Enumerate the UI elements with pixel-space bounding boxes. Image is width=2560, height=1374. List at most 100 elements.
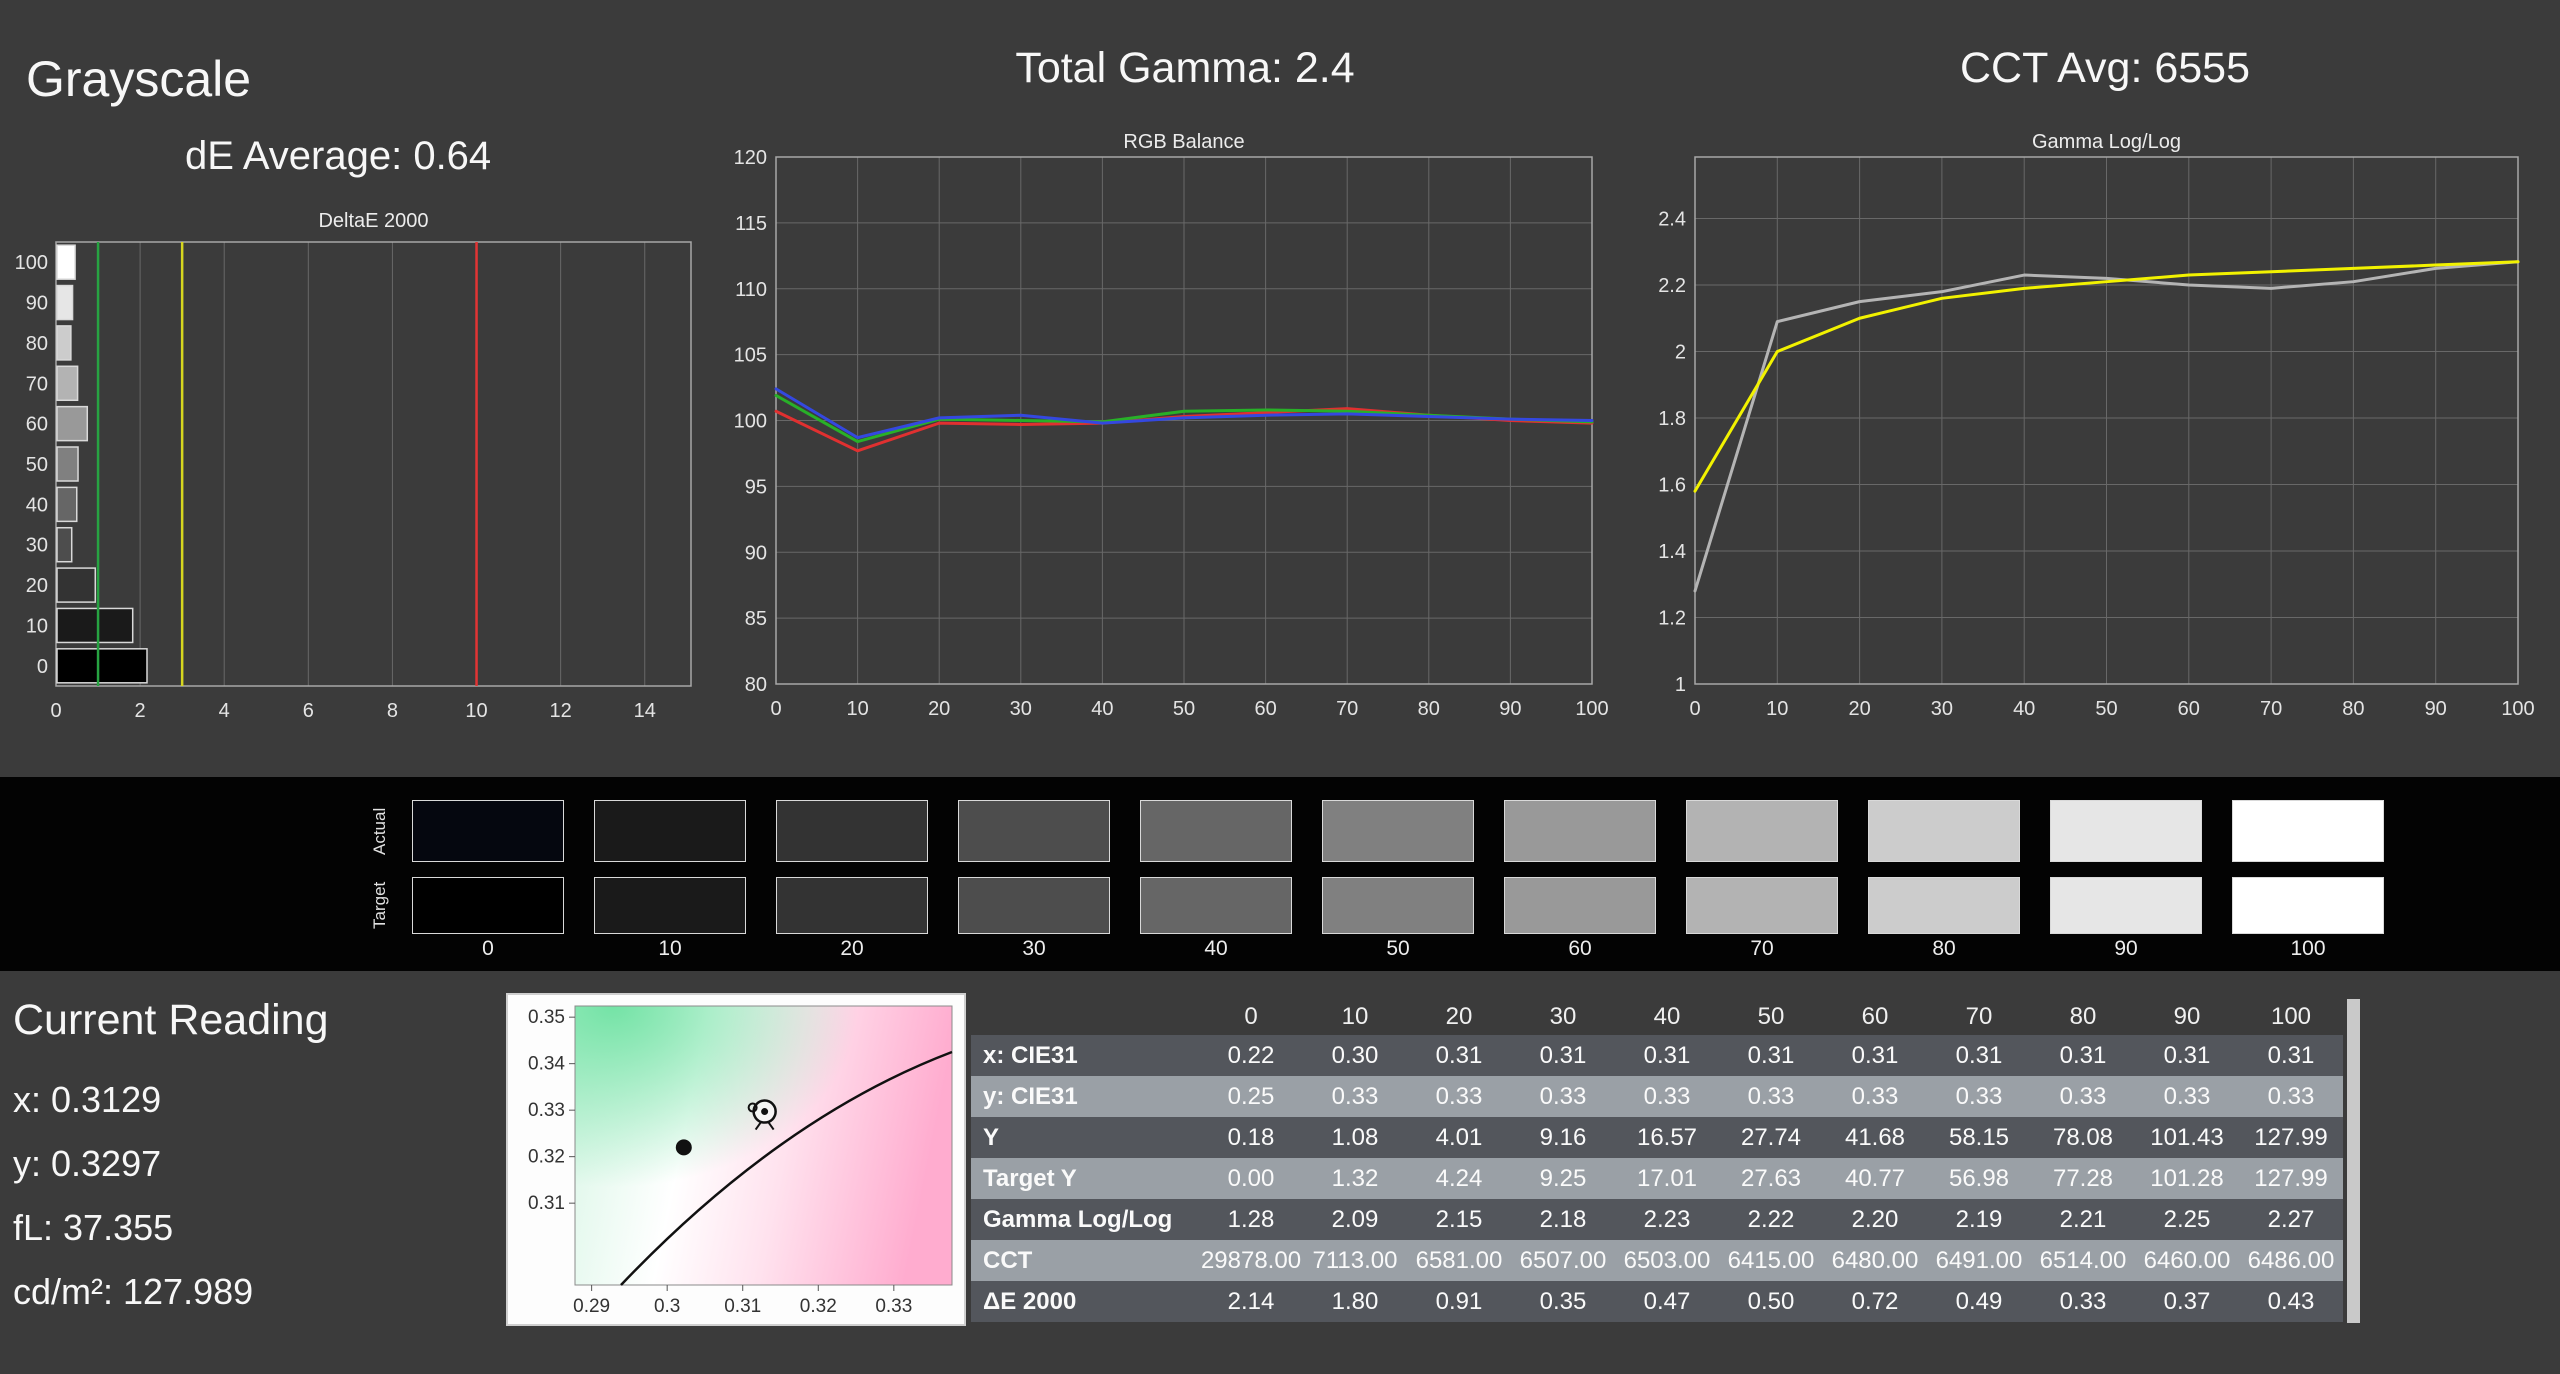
swatch-level-label: 40	[1204, 937, 1228, 960]
table-cell: 2.21	[2031, 1199, 2135, 1240]
target-swatch-30	[958, 877, 1110, 934]
table-cell: 0.31	[1823, 1035, 1927, 1076]
table-cell: 6491.00	[1927, 1240, 2031, 1281]
table-scrollbar[interactable]	[2347, 999, 2360, 1323]
swatch-level-labels: 0 10 20 30 40 50 60 70 80 90 100	[412, 937, 2384, 961]
table-row-label: ΔE 2000	[971, 1281, 1199, 1322]
table-cell: 0.31	[2031, 1035, 2135, 1076]
reading-y: y: 0.3297	[13, 1143, 162, 1184]
table-cell: 0.33	[1927, 1076, 2031, 1117]
target-row-label: Target	[370, 881, 389, 930]
deltae-bar	[56, 325, 72, 361]
table-cell: 0.91	[1407, 1281, 1511, 1322]
table-cell: 2.14	[1199, 1281, 1303, 1322]
table-cell: 0.31	[2135, 1035, 2239, 1076]
table-cell: 0.33	[1511, 1076, 1615, 1117]
table-cell: 2.09	[1303, 1199, 1407, 1240]
table-cell: 0.33	[1303, 1076, 1407, 1117]
table-cell: 6480.00	[1823, 1240, 1927, 1281]
axis-tick-label: 70	[2260, 698, 2282, 720]
deltae-bar	[56, 648, 148, 684]
actual-swatch-40	[1140, 800, 1292, 862]
axis-tick-label: 0.32	[800, 1296, 837, 1317]
table-cell: 0.47	[1615, 1281, 1719, 1322]
grayscale-swatch-band: Actual Target 0 10 20 30 40 50 60 70 80 90 100	[0, 777, 2560, 971]
table-header-cell: 100	[2270, 1003, 2312, 1030]
axis-tick-label: 2	[1675, 342, 1686, 364]
axis-tick-label: 60	[1254, 698, 1276, 720]
table-cell: 0.31	[1511, 1035, 1615, 1076]
axis-tick-label: 0.29	[573, 1296, 610, 1317]
deltae-2000-chart: 0 2 4 6 8 10 12 141009080706050403020100DeltaE …	[15, 210, 692, 722]
table-cell: 40.77	[1823, 1158, 1927, 1199]
table-cell: 6486.00	[2239, 1240, 2343, 1281]
target-swatch-20	[776, 877, 928, 934]
series-target	[1693, 260, 2520, 493]
axis-tick-label: 0	[37, 656, 48, 678]
axis-tick-label: 0.34	[528, 1054, 565, 1075]
table-cell: 0.37	[2135, 1281, 2239, 1322]
axis-tick-label: 110	[735, 279, 767, 301]
deltae-bar	[56, 284, 74, 321]
table-cell: 0.31	[1615, 1035, 1719, 1076]
axis-tick-label: 14	[634, 700, 656, 722]
table-cell: 0.31	[1407, 1035, 1511, 1076]
target-swatch-100	[2232, 877, 2384, 934]
table-header-cell: 30	[1549, 1003, 1577, 1030]
axis-tick-label: 0	[1689, 698, 1700, 720]
axis-tick-label: 1.4	[1658, 541, 1686, 563]
table-cell: 27.63	[1719, 1158, 1823, 1199]
axis-tick-label: 0.33	[875, 1296, 912, 1317]
swatch-level-label: 70	[1750, 937, 1774, 960]
table-header-cell: 90	[2173, 1003, 2201, 1030]
table-cell: 7113.00	[1303, 1240, 1407, 1281]
table-cell: 127.99	[2239, 1158, 2343, 1199]
cie-chromaticity-chart: 0.29 0.3 0.31 0.32 0.33 0.35 0.34 0.33 0.32 0.31	[528, 1005, 953, 1317]
reading-fl: fL: 37.355	[13, 1207, 174, 1248]
reading-x: x: 0.3129	[13, 1079, 162, 1120]
table-cell: 0.31	[1719, 1035, 1823, 1076]
target-swatch-80	[1868, 877, 2020, 934]
target-swatch-10	[594, 877, 746, 934]
series-blue	[774, 387, 1594, 440]
axis-tick-label: 30	[1931, 698, 1953, 720]
swatch-level-label: 50	[1386, 937, 1410, 960]
axis-tick-label: 100	[1575, 698, 1608, 720]
axis-tick-label: 20	[928, 698, 950, 720]
deltae-bar	[56, 607, 134, 644]
axis-tick-label: 6	[303, 700, 314, 722]
swatch-level-label: 100	[2290, 937, 2326, 960]
gamma-loglog-chart: 0 10 20 30 40 50 60 70 80 90 100 1 1.2 1.4 1.6 1.8 2 2.2 2…	[1658, 131, 2535, 720]
plot-border	[574, 1005, 953, 1286]
plot-border	[55, 241, 692, 687]
axis-tick-label: 10	[1766, 698, 1788, 720]
table-cell: 9.25	[1511, 1158, 1615, 1199]
axis-tick-label: 30	[1010, 698, 1032, 720]
table-header-cell: 70	[1965, 1003, 1993, 1030]
actual-swatch-20	[776, 800, 928, 862]
axis-tick-label: 80	[2342, 698, 2364, 720]
axis-tick-label: 50	[2095, 698, 2117, 720]
table-cell: 27.74	[1719, 1117, 1823, 1158]
table-header-cell: 0	[1244, 1003, 1258, 1030]
axis-tick-label: 90	[745, 542, 767, 564]
axis-tick-label: 50	[1173, 698, 1195, 720]
axis-tick-label: 10	[465, 700, 487, 722]
table-cell: 2.25	[2135, 1199, 2239, 1240]
axis-tick-label: 10	[846, 698, 868, 720]
actual-swatch-30	[958, 800, 1110, 862]
deltae-bar	[56, 365, 79, 402]
axis-tick-label: 2.2	[1658, 275, 1686, 297]
deltae-bar	[56, 486, 78, 523]
table-cell: 0.31	[2239, 1035, 2343, 1076]
table-cell: 0.33	[1615, 1076, 1719, 1117]
axis-tick-label: 0.33	[528, 1100, 565, 1121]
swatch-level-label: 60	[1568, 937, 1592, 960]
table-cell: 58.15	[1927, 1117, 2031, 1158]
table-cell: 0.18	[1199, 1117, 1303, 1158]
table-cell: 1.80	[1303, 1281, 1407, 1322]
table-row-label: Y	[971, 1117, 1199, 1158]
axis-tick-label: 40	[1091, 698, 1113, 720]
axis-tick-label: 60	[2178, 698, 2200, 720]
table-cell: 0.33	[2031, 1076, 2135, 1117]
